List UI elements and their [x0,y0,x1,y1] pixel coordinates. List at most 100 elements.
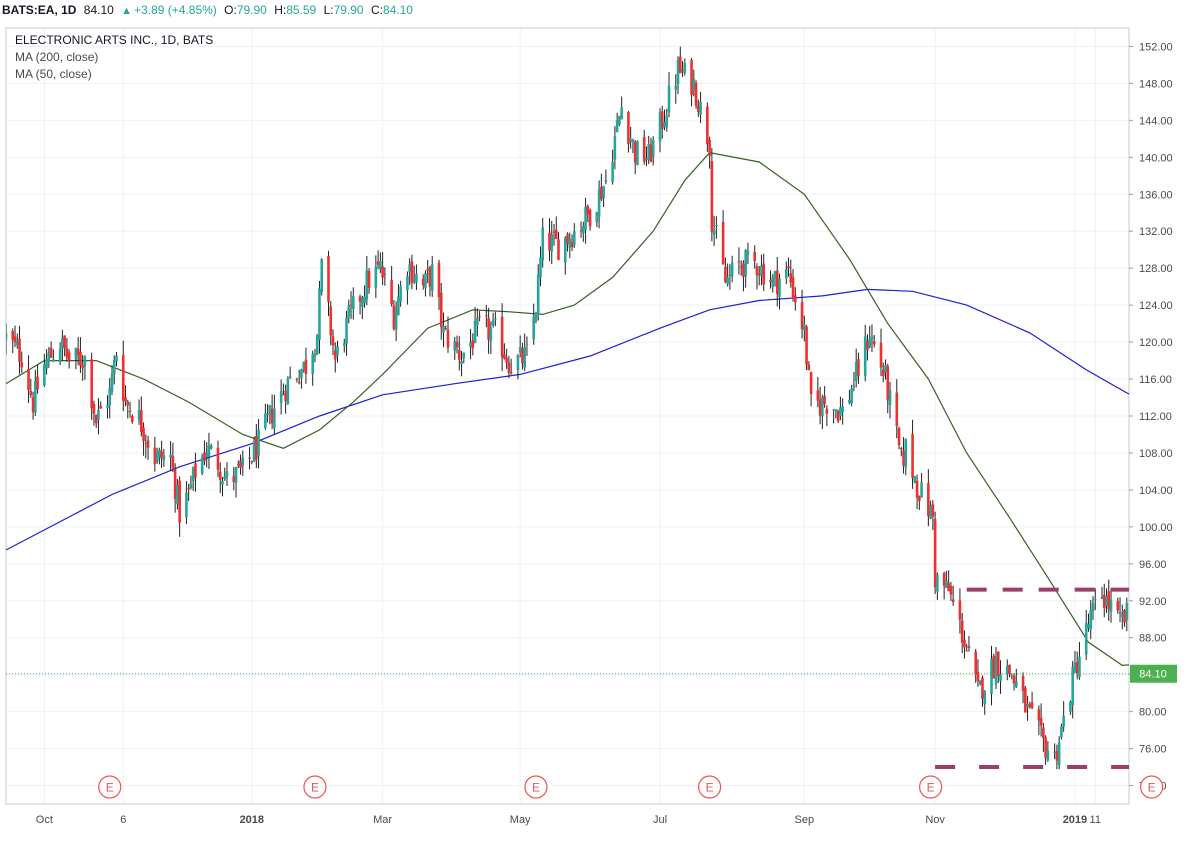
candle-up [115,355,118,362]
earnings-E-marker-icon[interactable] [98,775,122,799]
candle-up [43,364,46,386]
candle-up [1120,614,1124,618]
candle-up [430,264,434,291]
candle-up [715,225,718,227]
candle-down [960,620,964,643]
candle-up [854,361,858,381]
candle-up [563,237,567,263]
earnings-E-marker-icon[interactable] [1140,775,1164,799]
candle-up [582,226,585,234]
candle-down [509,372,513,374]
candle-down [1030,702,1034,709]
candle-down [927,483,930,516]
candle-up [264,413,267,428]
candle-up [365,270,369,300]
candle-down [627,112,630,145]
candle-up [225,471,229,477]
candle-down [216,447,220,470]
candle-down [823,395,826,405]
candle-down [13,336,17,342]
candle-up [1089,610,1093,630]
candle-up [205,453,209,458]
candle-down [588,209,592,227]
candle-up [15,341,19,346]
candle-up [399,286,402,302]
candle-up [803,324,806,330]
candle-up [279,391,283,404]
candle-down [836,410,840,422]
y-tick-label: 148.00 [1139,78,1173,90]
candle-up [286,378,290,404]
candle-down [503,354,506,359]
candle-up [760,265,763,276]
candle-down [439,292,443,328]
candle-down [1042,727,1045,739]
candle-up [1100,597,1104,600]
candle-down [153,447,157,464]
candle-down [282,394,285,396]
candle-up [539,257,542,278]
candle-up [106,404,109,409]
candle-up [374,266,378,289]
candle-up [990,659,993,694]
candle-down [27,368,30,391]
candle-down [1008,664,1011,675]
candle-up [1071,667,1074,706]
candle-down [444,327,448,329]
candle-down [554,229,558,240]
candle-up [778,278,781,297]
candle-down [239,460,242,468]
candle-down [358,296,362,303]
candle-down [421,279,425,286]
candle-down [99,405,103,409]
candle-up [1046,751,1050,761]
candle-up [74,347,78,360]
candle-up [462,352,466,359]
candle-down [304,359,308,375]
candle-up [1105,595,1108,607]
candle-up [1026,703,1029,708]
candle-down [805,326,808,365]
candle-down [478,316,481,318]
last-price-value: 84.10 [83,3,114,17]
earnings-marker-label: E [532,781,540,795]
candle-down [708,140,711,157]
candle-up [268,405,272,415]
candle-up [1093,598,1097,600]
candle-down [349,304,353,306]
candle-up [518,346,522,353]
candle-up [636,141,639,165]
candle-down [471,340,475,349]
candle-up [611,162,614,182]
candle-up [302,361,305,371]
earnings-E-marker-icon[interactable] [919,775,943,799]
candle-up [726,277,729,285]
candle-down [958,600,962,620]
high-value: 85.59 [286,3,317,17]
candle-down [270,409,274,424]
candle-up [945,580,948,588]
candle-down [255,435,258,460]
candle-up [1084,622,1088,655]
candle-down [29,390,33,396]
candle-up [920,482,923,498]
y-tick-label: 104.00 [1139,485,1173,497]
candle-up [868,338,872,348]
earnings-E-marker-icon[interactable] [698,775,722,799]
candle-up [1125,602,1129,621]
candle-down [881,369,885,377]
candle-down [552,231,556,233]
candle-down [81,364,84,369]
candle-down [203,452,206,462]
candle-up [415,273,418,283]
candle-down [92,404,96,414]
candle-up [999,674,1002,682]
candle-down [681,69,684,71]
candle-up [516,355,520,370]
price-chart[interactable]: 72.0076.0080.0084.0088.0092.0096.00100.0… [0,20,1188,842]
earnings-E-marker-icon[interactable] [303,775,327,799]
earnings-E-marker-icon[interactable] [524,775,548,799]
candle-up [207,445,211,457]
candle-up [929,505,932,519]
candle-up [442,325,445,333]
